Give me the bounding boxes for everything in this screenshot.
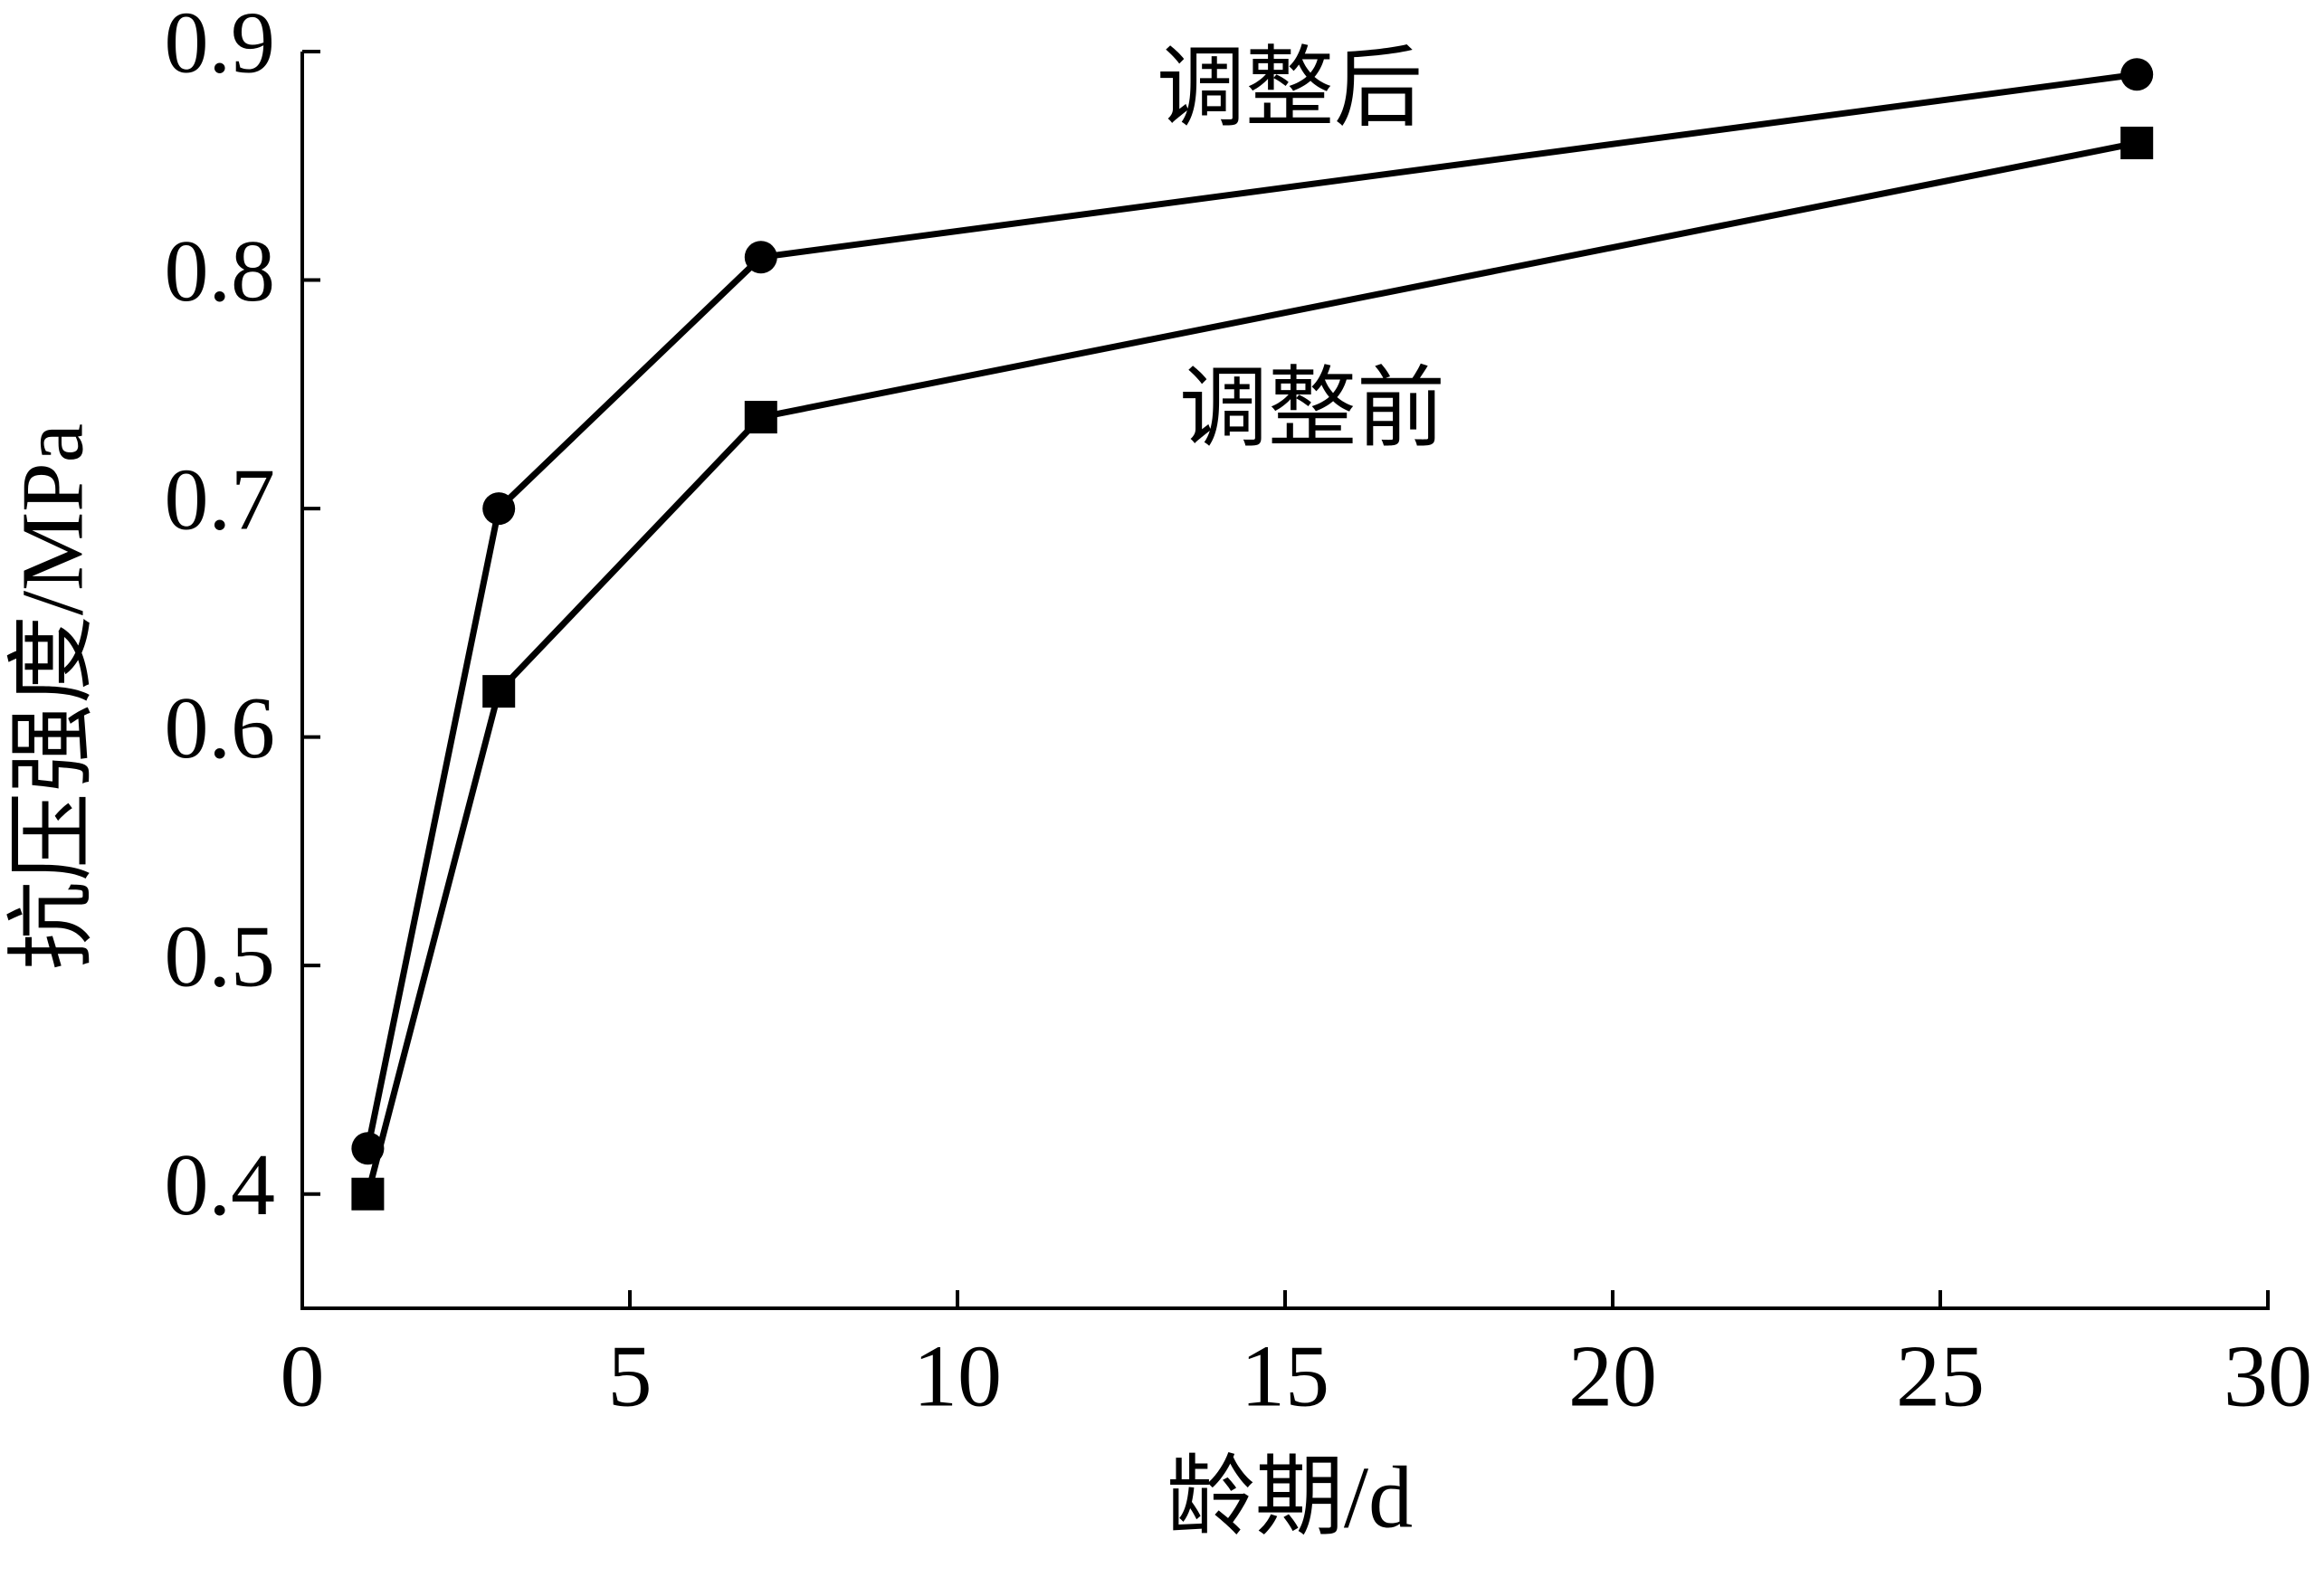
- point: [744, 401, 777, 434]
- series-line: [364, 71, 2138, 1149]
- y-tick-label: 0.6: [165, 679, 276, 777]
- series-label: 调整后: [1157, 40, 1423, 138]
- y-tick-label: 0.9: [165, 0, 276, 91]
- y-tick-label: 0.4: [165, 1136, 276, 1234]
- x-tick-label: 0: [281, 1327, 325, 1425]
- point: [2120, 127, 2154, 160]
- point: [351, 1177, 385, 1211]
- x-tick-label: 15: [1241, 1327, 1329, 1425]
- x-axis-label: 龄期/d: [1167, 1449, 1413, 1546]
- point: [482, 492, 516, 526]
- series-line: [365, 139, 2138, 1195]
- x-tick-label: 10: [913, 1327, 1002, 1425]
- y-tick-label: 0.7: [165, 451, 276, 549]
- y-axis-label: 抗压强度/MPa: [4, 423, 101, 970]
- point: [482, 675, 516, 708]
- y-tick-label: 0.8: [165, 223, 276, 320]
- x-tick-label: 25: [1896, 1327, 1985, 1425]
- x-tick-label: 20: [1568, 1327, 1657, 1425]
- point: [744, 241, 777, 274]
- x-tick-label: 5: [608, 1327, 652, 1425]
- x-tick-label: 30: [2224, 1327, 2312, 1425]
- point: [2120, 58, 2154, 91]
- y-tick-label: 0.5: [165, 908, 276, 1006]
- series-label: 调整前: [1179, 360, 1445, 458]
